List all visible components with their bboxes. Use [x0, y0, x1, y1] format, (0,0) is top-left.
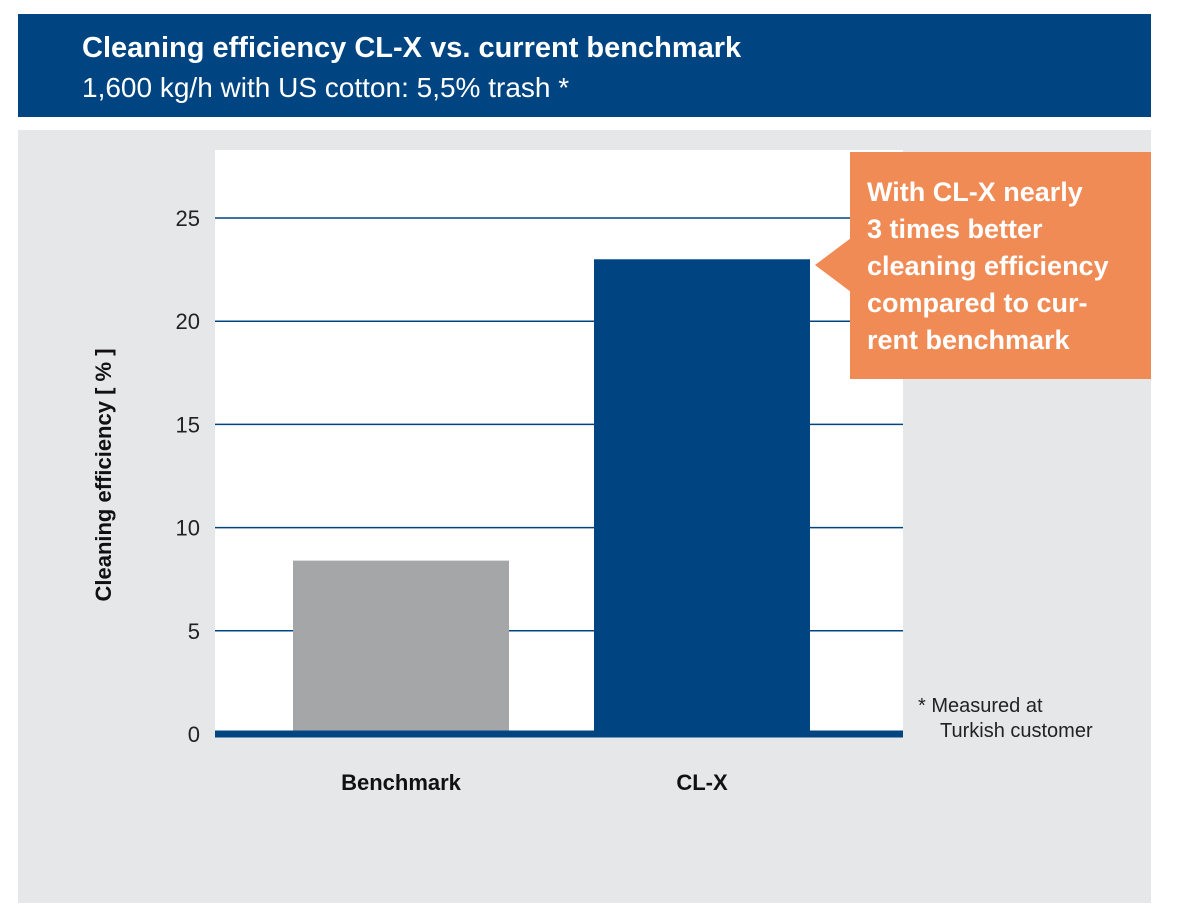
y-axis-label: Cleaning efficiency [ % ]: [91, 348, 116, 601]
y-tick-label: 5: [188, 619, 200, 644]
callout-line: 3 times better: [867, 214, 1043, 244]
y-tick-label: 10: [176, 516, 200, 541]
bar-benchmark: [293, 560, 509, 734]
footnote-line: * Measured at: [918, 695, 1043, 717]
bar-cl-x: [594, 259, 810, 734]
callout-line: With CL-X nearly: [867, 177, 1083, 207]
chart-header: Cleaning efficiency CL-X vs. current ben…: [18, 14, 1151, 117]
y-tick-label: 20: [176, 309, 200, 334]
chart-title: Cleaning efficiency CL-X vs. current ben…: [82, 32, 742, 64]
callout-pointer: [815, 238, 851, 292]
callout-line: compared to cur-: [867, 288, 1088, 318]
callout-line: rent benchmark: [867, 325, 1070, 355]
chart-subtitle: 1,600 kg/h with US cotton: 5,5% trash *: [82, 72, 570, 103]
footnote: * Measured at Turkish customer: [918, 694, 1093, 744]
x-tick-label: Benchmark: [341, 770, 462, 795]
y-tick-label: 15: [176, 412, 200, 437]
x-tick-label: CL-X: [676, 770, 728, 795]
callout-line: cleaning efficiency: [867, 251, 1109, 281]
callout-box: With CL-X nearly 3 times better cleaning…: [850, 152, 1151, 379]
y-tick-label: 25: [176, 206, 200, 231]
footnote-line: Turkish customer: [940, 720, 1093, 742]
y-tick-label: 0: [188, 722, 200, 747]
